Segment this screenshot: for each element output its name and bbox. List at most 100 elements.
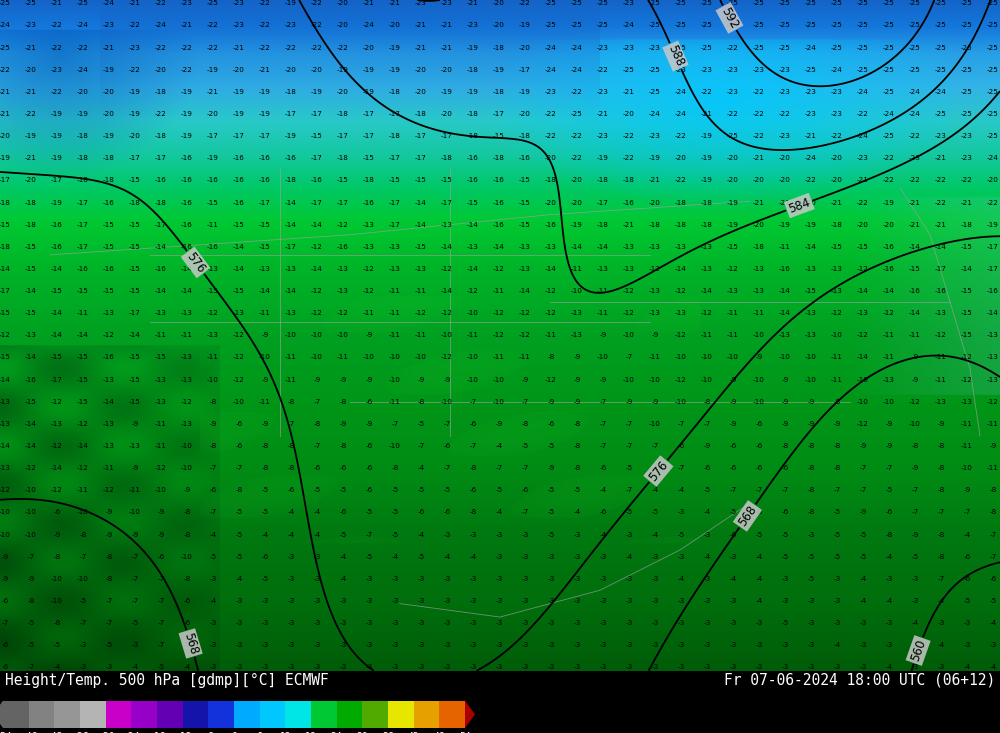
Text: -22: -22 <box>935 177 947 183</box>
Text: -11: -11 <box>935 355 947 361</box>
Text: 0: 0 <box>231 732 237 733</box>
Text: -22: -22 <box>259 0 271 7</box>
Text: -12: -12 <box>831 310 843 316</box>
Text: -12: -12 <box>363 266 375 272</box>
Text: -15: -15 <box>311 133 323 139</box>
Text: -20: -20 <box>415 67 427 73</box>
Text: -14: -14 <box>155 288 167 294</box>
Text: -10: -10 <box>649 421 661 427</box>
Text: -12: -12 <box>311 288 323 294</box>
Text: -4: -4 <box>755 553 763 560</box>
Text: -10: -10 <box>415 355 427 361</box>
Text: -18: -18 <box>103 177 115 183</box>
Text: -18: -18 <box>148 732 166 733</box>
Text: -3: -3 <box>287 642 295 648</box>
Text: -19: -19 <box>571 221 583 228</box>
Text: -18: -18 <box>493 155 505 161</box>
Text: -6: -6 <box>599 465 607 471</box>
Text: -25: -25 <box>675 45 687 51</box>
Text: -20: -20 <box>623 111 635 117</box>
Text: -25: -25 <box>597 23 609 29</box>
Text: -6: -6 <box>443 443 451 449</box>
Text: -24: -24 <box>623 23 635 29</box>
Text: -14: -14 <box>805 244 817 250</box>
Text: -12: -12 <box>337 221 349 228</box>
Text: -16: -16 <box>25 377 37 383</box>
Text: -14: -14 <box>51 310 63 316</box>
Text: -3: -3 <box>807 642 815 648</box>
Text: -18: -18 <box>831 221 843 228</box>
Text: -14: -14 <box>181 288 193 294</box>
Text: -24: -24 <box>123 732 140 733</box>
Text: -6: -6 <box>365 465 373 471</box>
Text: -25: -25 <box>571 0 583 7</box>
Text: -3: -3 <box>365 642 373 648</box>
Text: -25: -25 <box>649 23 661 29</box>
Text: -21: -21 <box>935 155 947 161</box>
Text: -15: -15 <box>103 288 115 294</box>
Text: -17: -17 <box>77 199 89 205</box>
Text: -21: -21 <box>129 0 141 7</box>
Text: -7: -7 <box>443 421 451 427</box>
Text: -25: -25 <box>753 45 765 51</box>
Text: -3: -3 <box>391 620 399 626</box>
Text: -6: -6 <box>417 509 425 515</box>
Text: -3: -3 <box>911 576 919 582</box>
Text: -6: -6 <box>339 509 347 515</box>
Text: -19: -19 <box>259 111 271 117</box>
Text: -16: -16 <box>909 288 921 294</box>
Text: -11: -11 <box>545 332 557 339</box>
Text: -24: -24 <box>909 89 921 95</box>
Text: -17: -17 <box>311 155 323 161</box>
Text: -15: -15 <box>129 221 141 228</box>
Text: -7: -7 <box>833 487 841 493</box>
Text: -24: -24 <box>0 23 11 29</box>
Text: -12: -12 <box>363 288 375 294</box>
Text: -3: -3 <box>495 664 503 671</box>
Text: -4: -4 <box>885 664 893 671</box>
Text: -17: -17 <box>259 199 271 205</box>
Text: -8: -8 <box>937 553 945 560</box>
Text: -22: -22 <box>545 133 557 139</box>
Text: -23: -23 <box>753 67 765 73</box>
Text: -3: -3 <box>547 664 555 671</box>
Text: -6: -6 <box>1 642 9 648</box>
Text: -8: -8 <box>807 465 815 471</box>
Text: -19: -19 <box>519 23 531 29</box>
Text: -16: -16 <box>467 177 479 183</box>
Text: -9: -9 <box>781 421 789 427</box>
Text: -16: -16 <box>233 199 245 205</box>
Text: -13: -13 <box>519 244 531 250</box>
Text: -8: -8 <box>573 421 581 427</box>
Text: -5: -5 <box>417 421 425 427</box>
Text: -3: -3 <box>677 664 685 671</box>
Text: -6: -6 <box>729 465 737 471</box>
Text: -18: -18 <box>415 111 427 117</box>
Text: -6: -6 <box>469 421 477 427</box>
Text: -7: -7 <box>911 509 919 515</box>
Text: -3: -3 <box>521 664 529 671</box>
Text: -13: -13 <box>129 443 141 449</box>
Text: -3: -3 <box>79 664 87 671</box>
Text: -21: -21 <box>623 221 635 228</box>
Text: -25: -25 <box>675 23 687 29</box>
Text: -11: -11 <box>961 443 973 449</box>
Text: -15: -15 <box>727 244 739 250</box>
Text: -7: -7 <box>287 421 295 427</box>
Text: -4: -4 <box>235 576 243 582</box>
Text: -15: -15 <box>25 266 37 272</box>
Text: -14: -14 <box>51 465 63 471</box>
Text: -17: -17 <box>415 155 427 161</box>
Text: -20: -20 <box>805 199 817 205</box>
Text: -19: -19 <box>129 111 141 117</box>
Text: -13: -13 <box>337 266 349 272</box>
Text: -13: -13 <box>675 244 687 250</box>
Text: -13: -13 <box>103 443 115 449</box>
Text: -25: -25 <box>883 133 895 139</box>
Text: -23: -23 <box>805 89 817 95</box>
Text: -6: -6 <box>547 421 555 427</box>
Text: -19: -19 <box>389 45 401 51</box>
Text: -3: -3 <box>417 576 425 582</box>
Text: -21: -21 <box>441 45 453 51</box>
Text: -9: -9 <box>157 509 165 515</box>
